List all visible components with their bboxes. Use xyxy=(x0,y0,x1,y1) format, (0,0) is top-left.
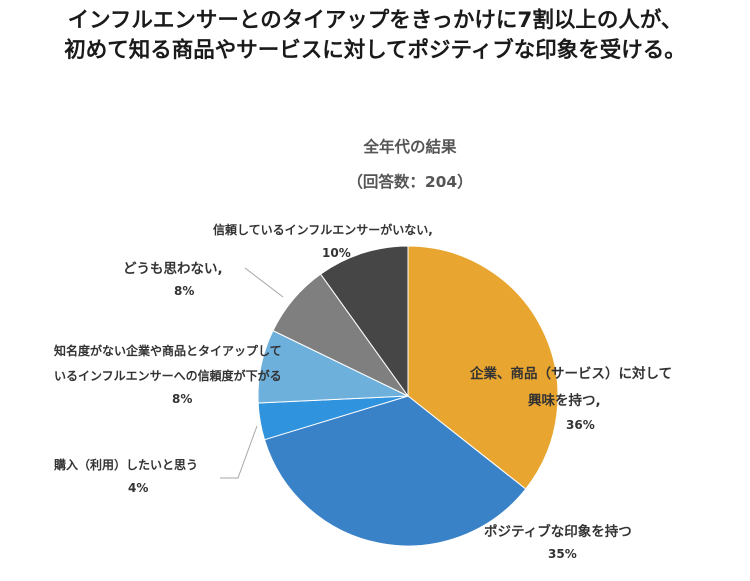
leader-indifferent xyxy=(244,267,284,298)
slice-interest xyxy=(407,245,559,490)
slice-no-trust xyxy=(319,245,409,398)
label-indifferent-line-1: どうも思わない, xyxy=(123,261,223,277)
label-purchase-line-1: 購入（利用）したいと思う xyxy=(54,458,199,472)
label-trust-down-line-1: 知名度がない企業や商品とタイアップして xyxy=(54,344,282,358)
label-trust-down-pct: 8% xyxy=(172,392,193,406)
label-trust-down-line-2: いるインフルエンサーへの信頼度が下がる xyxy=(54,369,282,383)
label-no-trust-line-1: 信頼しているインフルエンサーがいない, xyxy=(213,223,433,237)
label-interest-line-2: 興味を持つ, xyxy=(528,393,601,409)
label-positive-line-1: ポジティブな印象を持つ xyxy=(484,524,632,540)
slice-positive xyxy=(263,395,527,547)
headline-line-1: インフルエンサーとのタイアップをきっかけに7割以上の人が、 xyxy=(67,8,683,33)
chart-subtitle: （回答数：204） xyxy=(347,173,473,191)
label-indifferent-pct: 8% xyxy=(174,284,195,298)
chart-title: 全年代の結果 xyxy=(363,138,457,156)
leader-purchase xyxy=(220,425,258,479)
label-no-trust-pct: 10% xyxy=(322,246,351,260)
label-purchase-pct: 4% xyxy=(128,481,149,495)
label-positive-pct: 35% xyxy=(548,547,577,561)
label-interest-pct: 36% xyxy=(566,418,595,432)
headline-line-2: 初めて知る商品やサービスに対してポジティブな印象を受ける。 xyxy=(64,38,686,63)
headline: インフルエンサーとのタイアップをきっかけに7割以上の人が、 初めて知る商品やサー… xyxy=(0,6,750,66)
label-interest-line-1: 企業、商品（サービス）に対して xyxy=(470,366,673,382)
